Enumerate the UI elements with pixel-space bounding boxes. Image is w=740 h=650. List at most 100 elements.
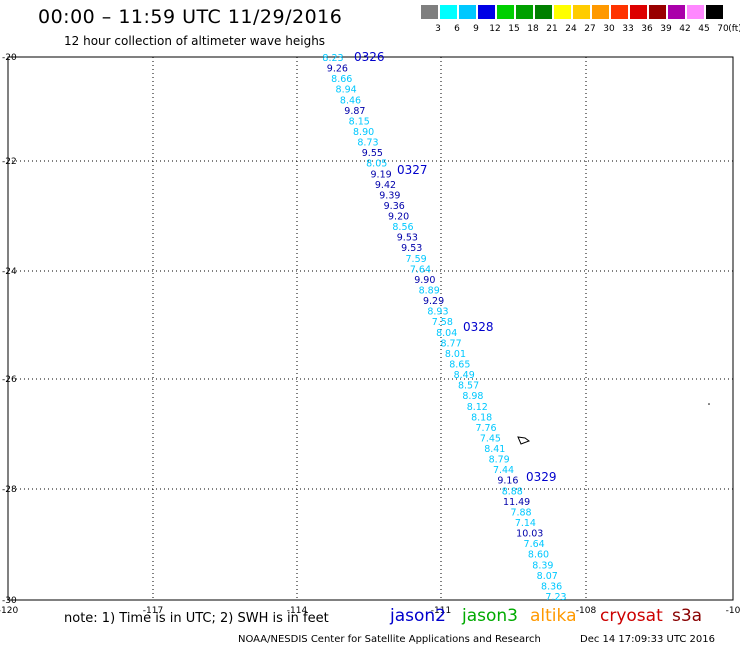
wave-height-label: 9.39 <box>379 190 400 201</box>
wave-height-label: 8.94 <box>336 85 357 96</box>
legend-swatch <box>706 5 723 19</box>
credit-line: NOAA/NESDIS Center for Satellite Applica… <box>238 634 541 645</box>
wave-height-label: 7.76 <box>475 423 496 434</box>
lat-tick-label: -24 <box>2 267 17 277</box>
lon-tick-label: -10 <box>726 606 740 616</box>
wave-height-label: 8.41 <box>484 444 505 455</box>
axis-labels: -120 -117 -114 -111 -108 -10 -20 -22 -24 -26 -28 -3… <box>0 53 740 616</box>
legend-label: 30 <box>603 24 615 34</box>
wave-height-label: 9.42 <box>375 180 396 191</box>
wave-height-label: 8.73 <box>357 138 378 149</box>
lon-tick-label: -114 <box>287 606 308 616</box>
pass-time-label: 0326 <box>354 50 385 64</box>
legend-label: 27 <box>584 24 596 34</box>
wave-height-label: 9.53 <box>401 243 422 254</box>
wave-height-label: 8.12 <box>467 402 488 413</box>
legend-label: 36 <box>641 24 653 34</box>
wave-height-label: 8.18 <box>471 412 492 423</box>
wave-height-label: 8.04 <box>436 328 457 339</box>
wave-height-label: 7.64 <box>410 264 431 275</box>
wave-height-label: 8.60 <box>528 550 549 561</box>
wave-height-label: 9.20 <box>388 212 409 223</box>
wave-height-label: 7.59 <box>406 254 427 265</box>
wave-height-label: 8.57 <box>458 381 479 392</box>
legend-jason2: jason2 <box>390 606 446 626</box>
map-subtitle: 12 hour collection of altimeter wave hei… <box>64 34 326 48</box>
legend-swatch <box>573 5 590 19</box>
island-dot <box>708 403 710 405</box>
legend-label: 39 <box>660 24 672 34</box>
wave-height-label: 9.26 <box>327 64 348 75</box>
map-grid <box>7 56 734 601</box>
pass-time-label: 0329 <box>526 470 557 484</box>
wave-height-label: 9.53 <box>397 233 418 244</box>
wave-height-label: 9.29 <box>423 296 444 307</box>
lon-tick-label: -120 <box>0 606 18 616</box>
wave-height-label: 9.90 <box>414 275 435 286</box>
lon-tick-label: -111 <box>431 606 451 616</box>
legend-cryosat: cryosat <box>600 606 663 626</box>
wave-height-label: 8.01 <box>445 349 466 360</box>
legend-swatch <box>554 5 571 19</box>
wave-height-label: 7.14 <box>515 518 536 529</box>
pass-time-label: 0327 <box>397 163 428 177</box>
legend-swatch <box>535 5 552 19</box>
wave-height-label: 8.66 <box>331 74 352 85</box>
lat-tick-label: -30 <box>2 596 17 606</box>
pass-time-label: 0328 <box>463 320 494 334</box>
legend-label: 45 <box>698 24 710 34</box>
lat-tick-label: -28 <box>2 485 17 495</box>
legend-label: 6 <box>454 24 460 34</box>
wave-height-label: 11.49 <box>503 497 530 508</box>
legend-swatch <box>630 5 647 19</box>
wave-height-label: 8.05 <box>366 159 387 170</box>
legend-jason3: jason3 <box>462 606 518 626</box>
legend-swatch <box>478 5 495 19</box>
legend-swatch <box>668 5 685 19</box>
legend-swatch <box>687 5 704 19</box>
wave-height-label: 8.90 <box>353 127 374 138</box>
wave-height-label: 9.87 <box>344 106 365 117</box>
legend-s3a: s3a <box>672 606 703 626</box>
legend-unit: (ft) <box>728 24 740 34</box>
wave-height-label: 8.23 <box>322 53 343 64</box>
wave-height-label: 8.93 <box>427 307 448 318</box>
wave-height-label: 7.23 <box>545 592 566 603</box>
units-note: note: 1) Time is in UTC; 2) SWH is in fe… <box>64 611 329 626</box>
wave-height-label: 9.16 <box>497 476 518 487</box>
wave-height-label: 8.89 <box>419 286 440 297</box>
wave-height-label: 8.88 <box>502 486 523 497</box>
lon-tick-label: -108 <box>576 606 597 616</box>
wave-height-label: 8.65 <box>449 359 470 370</box>
lon-tick-label: -117 <box>143 606 163 616</box>
legend-label: 12 <box>489 24 501 34</box>
legend-swatch <box>459 5 476 19</box>
wave-height-label: 10.03 <box>516 529 543 540</box>
wave-height-label: 7.45 <box>480 433 501 444</box>
wave-height-label: 8.36 <box>541 581 562 592</box>
wave-height-label: 8.46 <box>340 95 361 106</box>
wave-height-label: 8.39 <box>532 560 553 571</box>
wave-height-label: 9.55 <box>362 148 383 159</box>
legend-label: 3 <box>435 24 441 34</box>
lat-tick-label: -26 <box>2 375 17 385</box>
wave-height-label: 9.36 <box>384 201 405 212</box>
legend-label: 33 <box>622 24 634 34</box>
legend-swatch <box>516 5 533 19</box>
legend-swatch <box>421 5 438 19</box>
legend-label: 70 <box>717 24 729 34</box>
wave-height-label: 7.88 <box>510 507 531 518</box>
wave-height-label: 8.77 <box>440 338 461 349</box>
wave-height-label: 8.79 <box>489 455 510 466</box>
legend-label: 42 <box>679 24 691 34</box>
track-time-labels: 0326 0327 0328 0329 <box>354 50 557 484</box>
legend-altika: altika <box>530 606 577 626</box>
map-title: 00:00 – 11:59 UTC 11/29/2016 <box>38 6 343 28</box>
altimeter-track: 8.239.268.668.948.469.878.158.908.739.55… <box>322 53 566 603</box>
wave-height-label: 8.56 <box>392 222 413 233</box>
wave-height-label: 9.19 <box>371 169 392 180</box>
map-frame <box>7 56 734 601</box>
wave-height-label: 8.49 <box>454 370 475 381</box>
lat-tick-label: -22 <box>2 157 17 167</box>
wave-height-label: 8.07 <box>537 571 558 582</box>
